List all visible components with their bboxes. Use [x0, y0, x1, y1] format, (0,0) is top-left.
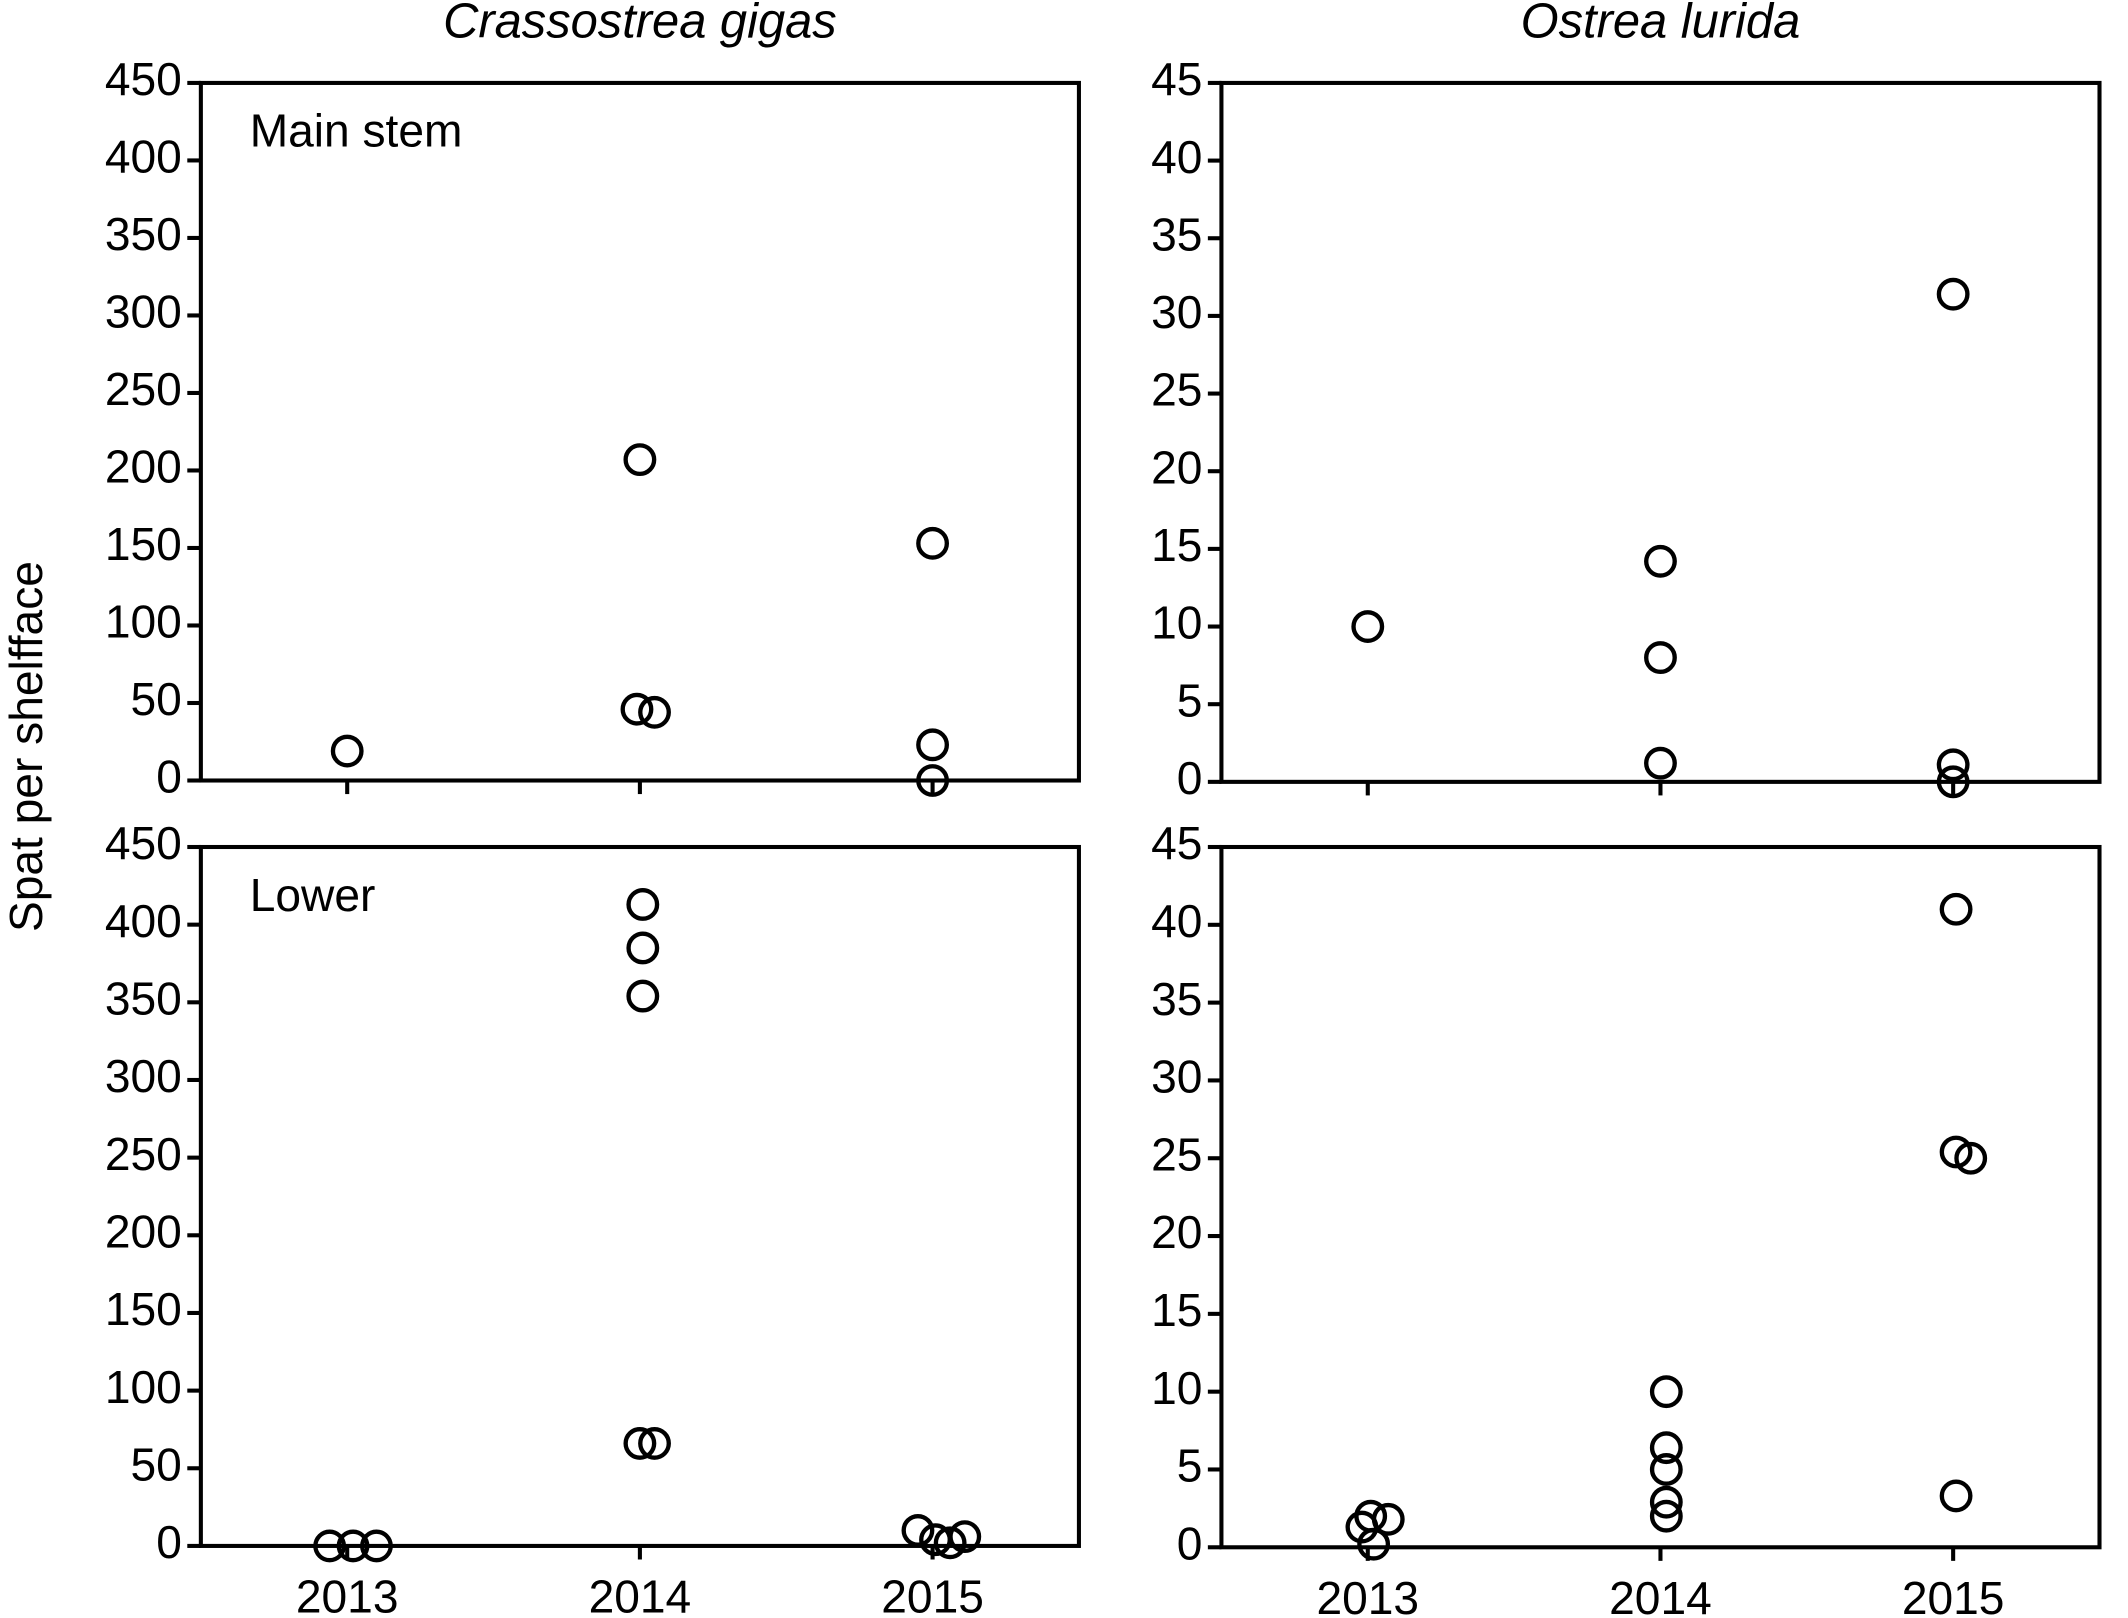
- y-tick-label: 100: [105, 596, 182, 648]
- y-tick-label: 35: [1151, 973, 1202, 1025]
- y-tick-label: 350: [105, 208, 182, 260]
- y-tick-label: 0: [156, 1516, 182, 1568]
- y-tick-label: 45: [1151, 817, 1202, 869]
- y-tick-label: 40: [1151, 131, 1202, 183]
- y-tick-label: 45: [1151, 53, 1202, 105]
- panel-title: Crassostrea gigas: [443, 0, 837, 48]
- y-tick-label: 250: [105, 1128, 182, 1180]
- point: [620, 692, 654, 726]
- point: [1371, 1502, 1405, 1536]
- point: [1936, 748, 1970, 782]
- y-tick-label: 200: [105, 1205, 182, 1257]
- point: [638, 695, 671, 729]
- y-tick-label: 15: [1151, 519, 1202, 571]
- point: [1936, 765, 1970, 799]
- point: [626, 931, 660, 965]
- x-tick-label: 2015: [1902, 1572, 2005, 1618]
- y-tick-label: 100: [105, 1361, 182, 1413]
- point: [933, 1526, 967, 1560]
- y-tick-label: 150: [105, 1283, 182, 1335]
- plot-frame: [198, 80, 1081, 783]
- point: [916, 728, 950, 762]
- point: [1649, 1431, 1683, 1465]
- x-tick-label: 2015: [881, 1570, 984, 1618]
- y-tick-label: 250: [105, 363, 182, 415]
- point: [1351, 610, 1385, 643]
- point: [916, 526, 950, 560]
- plot-frame: [1219, 80, 2102, 784]
- y-tick-label: 5: [1177, 1440, 1203, 1492]
- y-tick-label: 25: [1151, 364, 1202, 416]
- x-tick-label: 2014: [589, 1570, 692, 1618]
- y-tick-label: 20: [1151, 441, 1202, 493]
- y-tick-label: 50: [131, 1438, 182, 1490]
- point: [313, 1529, 347, 1563]
- y-tick-label: 400: [105, 895, 182, 947]
- point: [623, 443, 657, 477]
- y-tick-label: 50: [131, 673, 182, 725]
- y-tick-label: 5: [1177, 674, 1203, 726]
- point: [1649, 1375, 1683, 1409]
- y-tick-label: 0: [156, 751, 182, 803]
- point: [336, 1529, 370, 1563]
- point: [948, 1520, 982, 1554]
- point: [626, 979, 660, 1013]
- point: [1357, 1527, 1391, 1561]
- y-tick-label: 25: [1151, 1128, 1202, 1180]
- point: [1644, 746, 1677, 780]
- y-axis-label: Spat per shelfface: [0, 561, 52, 932]
- panel-title: Ostrea lurida: [1521, 0, 1801, 48]
- y-tick-label: 30: [1151, 1051, 1202, 1103]
- plot-frame: [1219, 844, 2102, 1550]
- y-tick-label: 40: [1151, 895, 1202, 947]
- y-tick-label: 15: [1151, 1284, 1202, 1336]
- point: [1649, 1499, 1683, 1533]
- y-tick-label: 0: [1177, 752, 1203, 804]
- panel-annotation: Lower: [250, 869, 376, 921]
- x-tick-label: 2014: [1609, 1572, 1712, 1618]
- y-tick-label: 150: [105, 518, 182, 570]
- point: [1649, 1453, 1683, 1486]
- point: [1644, 641, 1677, 675]
- point: [1939, 1135, 1973, 1169]
- y-tick-label: 10: [1151, 597, 1202, 649]
- y-tick-label: 400: [105, 131, 182, 183]
- point: [638, 1426, 671, 1460]
- panel-annotation: Main stem: [250, 105, 463, 157]
- y-tick-label: 300: [105, 286, 182, 338]
- y-tick-label: 450: [105, 53, 182, 105]
- point: [1939, 1479, 1973, 1513]
- point: [901, 1513, 935, 1547]
- y-tick-label: 450: [105, 817, 182, 869]
- point: [623, 1426, 657, 1460]
- point: [1644, 544, 1677, 578]
- point: [1936, 277, 1970, 311]
- x-tick-label: 2013: [296, 1570, 399, 1618]
- point: [916, 764, 950, 797]
- y-tick-label: 200: [105, 441, 182, 493]
- x-tick-label: 2013: [1316, 1572, 1419, 1618]
- y-tick-label: 10: [1151, 1362, 1202, 1414]
- y-tick-label: 35: [1151, 208, 1202, 260]
- point: [330, 734, 364, 768]
- point: [626, 888, 660, 921]
- point: [360, 1529, 393, 1563]
- point: [1939, 892, 1973, 926]
- y-tick-label: 20: [1151, 1206, 1202, 1258]
- y-tick-label: 350: [105, 973, 182, 1025]
- y-tick-label: 30: [1151, 286, 1202, 338]
- point: [1649, 1485, 1683, 1519]
- point: [1954, 1141, 1988, 1175]
- y-tick-label: 0: [1177, 1517, 1203, 1569]
- y-tick-label: 300: [105, 1050, 182, 1102]
